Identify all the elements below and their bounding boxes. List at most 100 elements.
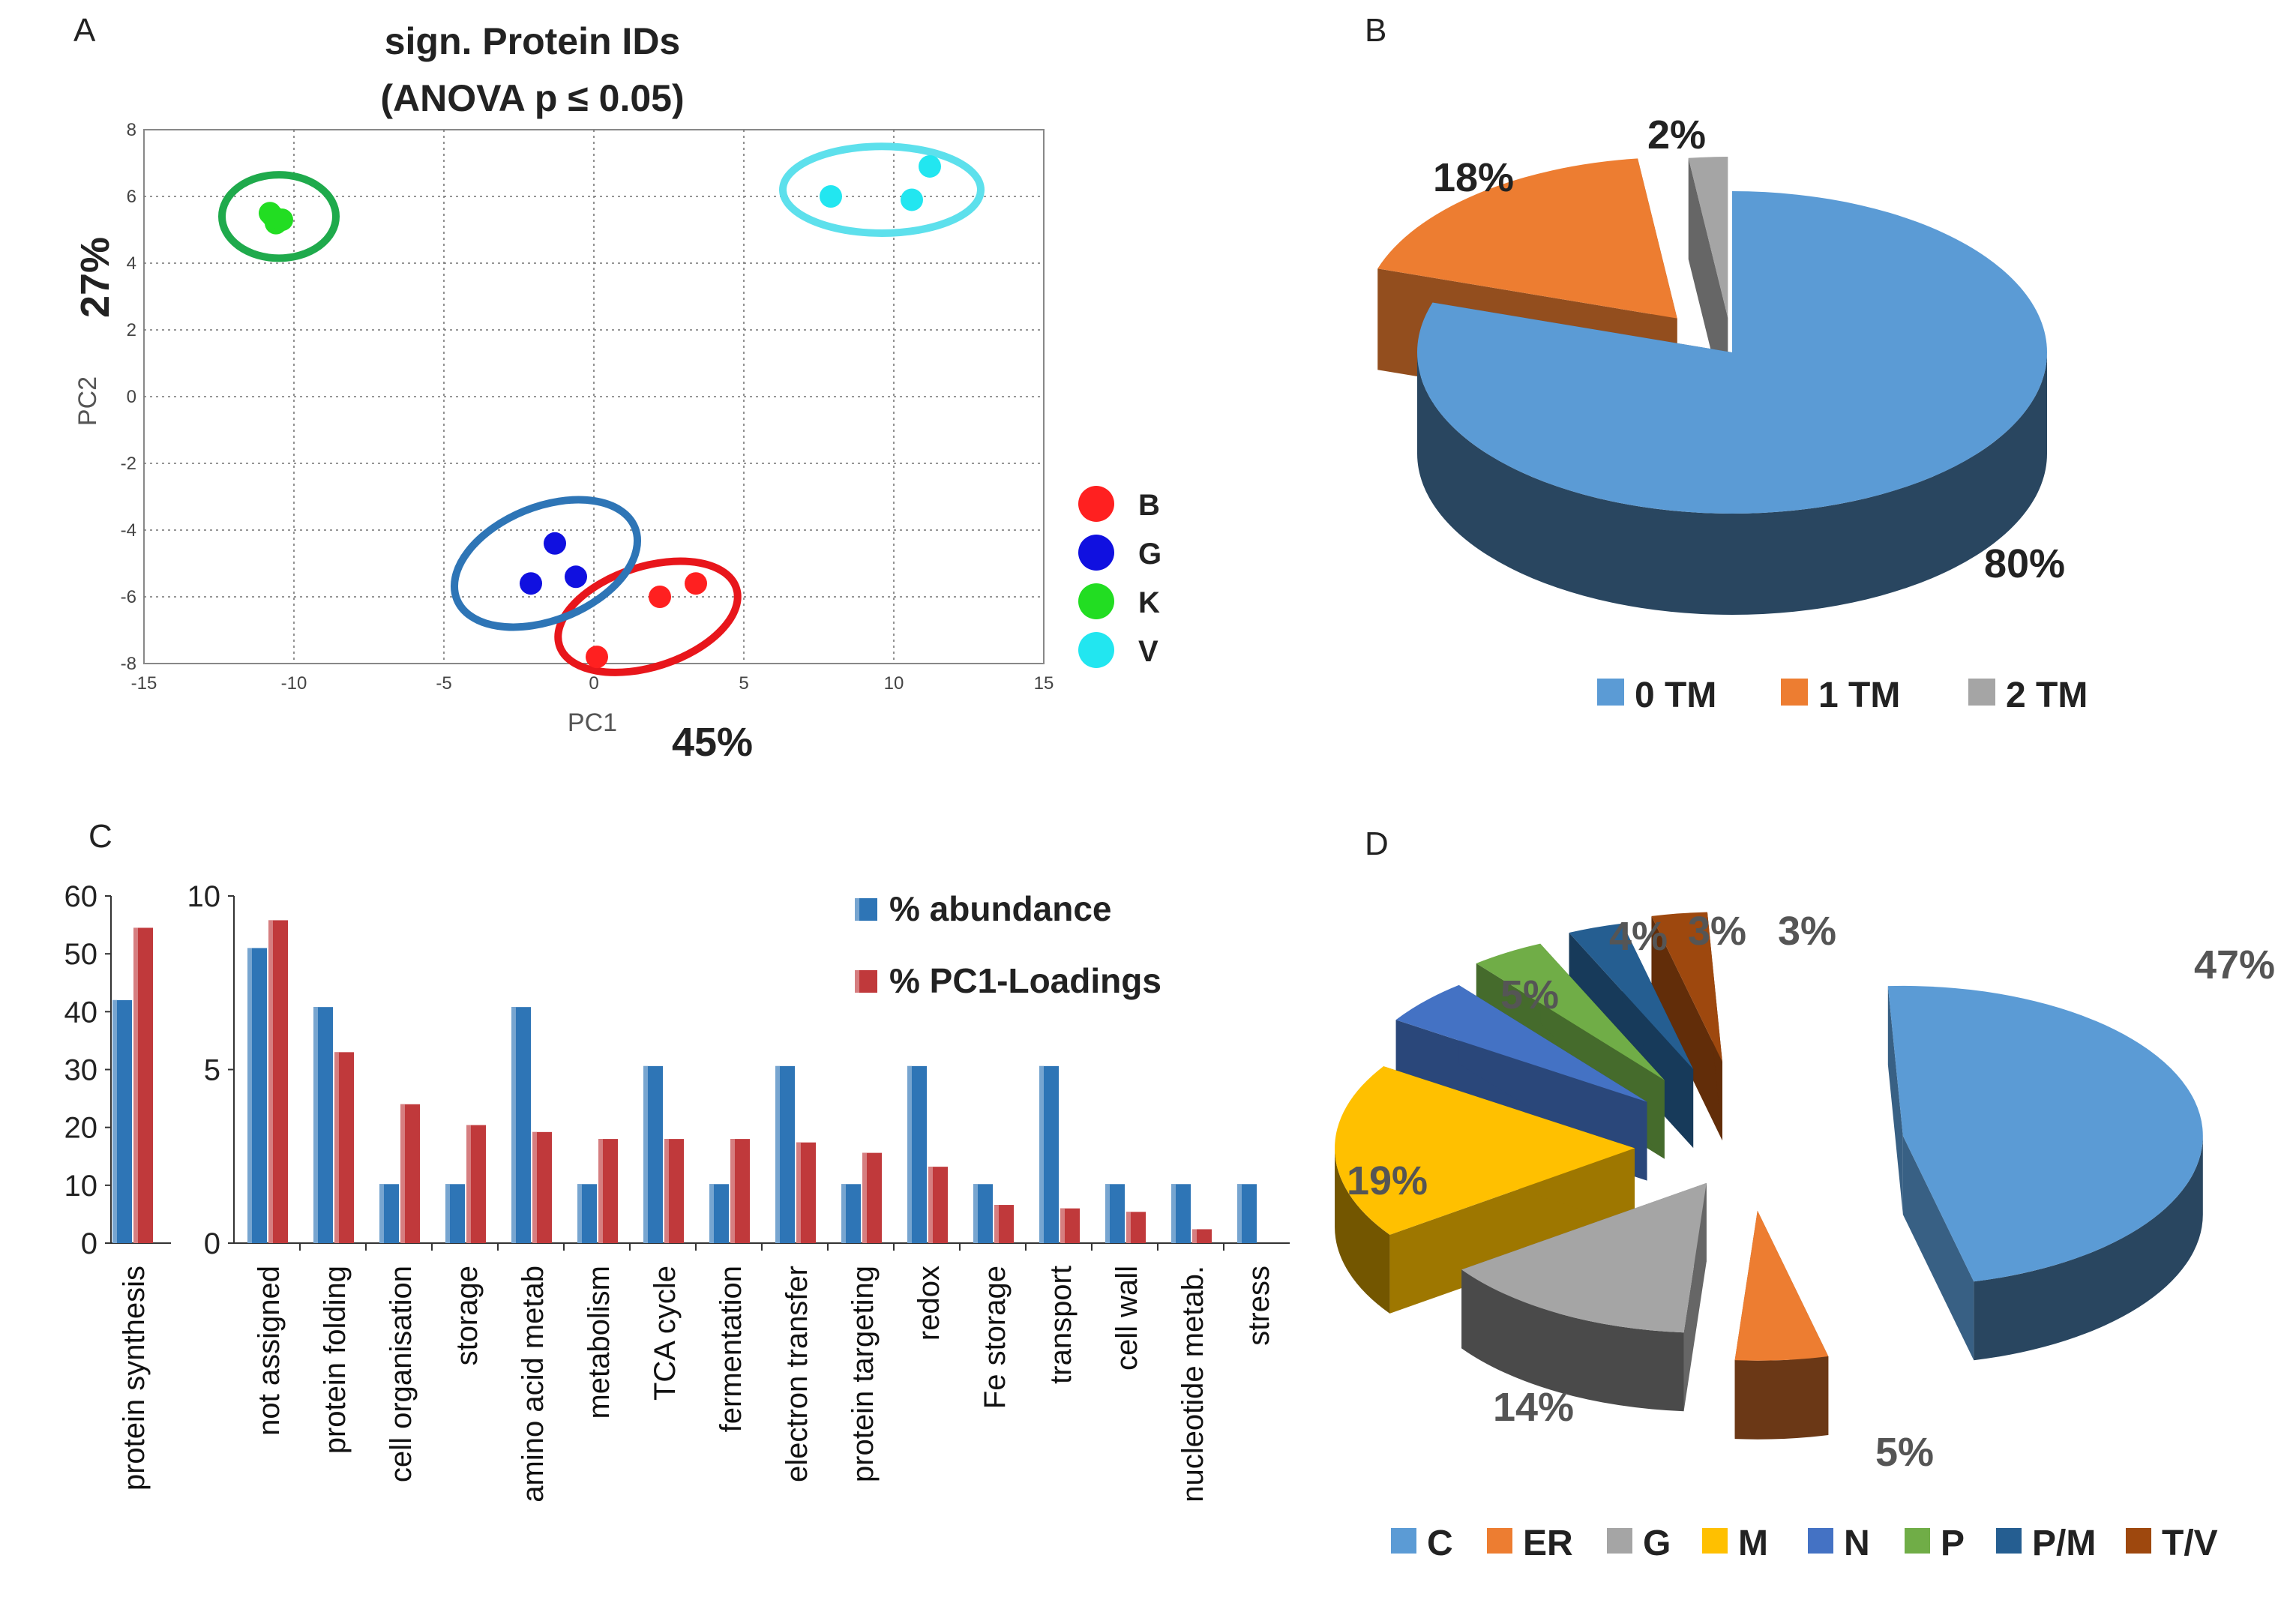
right-y-tick-label: 10 bbox=[187, 880, 221, 913]
legend-label: ER bbox=[1523, 1524, 1573, 1563]
legend-label-2-tm: 2 TM bbox=[2006, 676, 2088, 715]
point-b bbox=[685, 572, 707, 595]
pca-y-variance: 27% bbox=[73, 237, 118, 318]
panel-a-pca-scatter: sign. Protein IDs (ANOVA p ≤ 0.05) -15 -1… bbox=[73, 20, 1161, 765]
pie-value-label-t-v: 3% bbox=[1778, 909, 1836, 954]
legend-label-v: V bbox=[1138, 635, 1158, 668]
pie-value-label-n: 5% bbox=[1500, 972, 1559, 1017]
category-label: metabolism bbox=[583, 1266, 616, 1419]
legend-swatch-0-tm bbox=[1597, 679, 1624, 706]
legend-label-k: K bbox=[1138, 586, 1160, 619]
bar-abundance-highlight bbox=[1171, 1184, 1176, 1243]
point-v bbox=[901, 188, 923, 211]
legend-swatch bbox=[1702, 1528, 1728, 1554]
legend-swatch bbox=[2126, 1528, 2151, 1554]
bar-abundance-highlight bbox=[643, 1065, 648, 1243]
category-label: nucleotide metab. bbox=[1176, 1266, 1209, 1503]
y-tick-label: -2 bbox=[121, 454, 136, 474]
legend-label: N bbox=[1844, 1524, 1870, 1563]
pie-value-label-c: 47% bbox=[2194, 942, 2275, 987]
pca-title: sign. Protein IDs bbox=[385, 20, 681, 62]
x-tick-label: -10 bbox=[281, 673, 307, 694]
panel-b-tm-pie: 80% 18% 2% 0 TM 1 TM 2 TM bbox=[1377, 112, 2088, 715]
tm-pie: 80% 18% 2% bbox=[1377, 112, 2065, 615]
group-ellipse-k bbox=[218, 171, 340, 262]
panel-letter-a: A bbox=[73, 12, 96, 49]
bar-abundance-highlight bbox=[577, 1184, 582, 1243]
pie-slice-top-c bbox=[1887, 985, 2203, 1282]
legend-swatch-1-tm bbox=[1781, 679, 1808, 706]
slice-outer-wall bbox=[1417, 352, 2047, 615]
pie-slice-top-m bbox=[1335, 1066, 1635, 1235]
slice-side-wall bbox=[1651, 915, 1722, 1141]
left-y-tick-label: 0 bbox=[81, 1227, 97, 1260]
category-label: amino acid metab bbox=[517, 1266, 550, 1503]
category-label: storage bbox=[451, 1266, 484, 1365]
bar-pc1-loading-highlight bbox=[466, 1125, 471, 1243]
bar-pc1-loading-highlight bbox=[1192, 1229, 1197, 1243]
pca-y-axis-label: PC2 bbox=[73, 376, 102, 426]
bar-abundance-highlight bbox=[511, 1007, 516, 1243]
legend-swatch bbox=[1808, 1528, 1833, 1554]
pie-value-label-p-m: 3% bbox=[1688, 909, 1746, 954]
legend-label: G bbox=[1643, 1524, 1671, 1563]
pie-slice-top-t-v bbox=[1651, 912, 1722, 1062]
bar-abundance-highlight bbox=[1039, 1065, 1044, 1243]
y-tick-label: 8 bbox=[127, 120, 136, 140]
panel-letter-c: C bbox=[88, 818, 112, 855]
category-label: Fe storage bbox=[979, 1266, 1012, 1409]
legend-swatch bbox=[1996, 1528, 2022, 1554]
point-v bbox=[820, 185, 842, 208]
legend-label-0-tm: 0 TM bbox=[1635, 676, 1716, 715]
y-tick-label: -4 bbox=[121, 520, 136, 541]
category-label: electron transfer bbox=[781, 1266, 814, 1482]
panel-c-bar-chart: 0 10 20 30 40 50 60 protein synthesis 0 5 10 not as… bbox=[64, 880, 1290, 1503]
tm-pie-legend: 0 TM 1 TM 2 TM bbox=[1597, 676, 2088, 715]
legend-label: P bbox=[1941, 1524, 1965, 1563]
legend-swatch-highlight bbox=[855, 898, 859, 921]
pca-x-axis-label: PC1 bbox=[568, 709, 617, 737]
pca-grid: -15 -10 -5 0 5 10 15 -8 -6 -4 -2 0 2 4 6 8 bbox=[121, 120, 1054, 694]
bar-pc1-loading-highlight bbox=[664, 1139, 669, 1243]
right-y-tick-label: 0 bbox=[204, 1227, 220, 1260]
category-label: cell organisation bbox=[385, 1266, 418, 1482]
bar-pc1-loading-highlight bbox=[928, 1167, 933, 1243]
bar-pc1-loading-highlight bbox=[862, 1152, 867, 1243]
category-label: fermentation bbox=[715, 1266, 748, 1432]
legend-label: % abundance bbox=[889, 889, 1112, 928]
legend-marker-k bbox=[1078, 583, 1114, 619]
left-y-tick-label: 40 bbox=[64, 996, 98, 1029]
point-b bbox=[649, 586, 671, 608]
y-tick-label: 2 bbox=[127, 320, 136, 340]
pca-x-variance: 45% bbox=[672, 720, 753, 765]
category-label: protein synthesis bbox=[118, 1266, 151, 1491]
bar-pc1-loading-highlight bbox=[1060, 1208, 1065, 1243]
legend-swatch bbox=[1487, 1528, 1512, 1554]
bar-abundance-highlight bbox=[841, 1184, 846, 1243]
bar-abundance-highlight bbox=[973, 1184, 978, 1243]
bar-abundance-highlight bbox=[709, 1184, 714, 1243]
bar-pc1-loading-highlight bbox=[1126, 1212, 1131, 1243]
group-ellipse-g bbox=[450, 496, 642, 631]
legend-swatch bbox=[1905, 1528, 1930, 1554]
bar-pc1-loading-highlight bbox=[133, 927, 138, 1243]
point-g bbox=[565, 565, 587, 589]
point-g bbox=[544, 532, 566, 555]
legend-swatch bbox=[1607, 1528, 1632, 1554]
slice-outer-wall bbox=[1974, 1135, 2203, 1361]
pie-slice-top-p-m bbox=[1569, 923, 1694, 1070]
legend-label: T/V bbox=[2162, 1524, 2218, 1563]
bar-abundance-highlight bbox=[247, 948, 252, 1243]
localization-pie-legend: C ER G M N P P/M T/V bbox=[1391, 1524, 2218, 1563]
legend-swatch-2-tm bbox=[1968, 679, 1995, 706]
category-label: redox bbox=[913, 1266, 946, 1341]
pie-slice-top-er bbox=[1734, 1210, 1829, 1361]
pie-value-label-2-tm: 2% bbox=[1647, 112, 1706, 157]
left-y-tick-label: 20 bbox=[64, 1112, 98, 1145]
category-label: not assigned bbox=[253, 1266, 286, 1436]
y-tick-label: 0 bbox=[127, 387, 136, 407]
bar-pc1-loading bbox=[1192, 1229, 1212, 1243]
x-tick-label: 10 bbox=[884, 673, 904, 694]
category-label: protein targeting bbox=[847, 1266, 880, 1482]
